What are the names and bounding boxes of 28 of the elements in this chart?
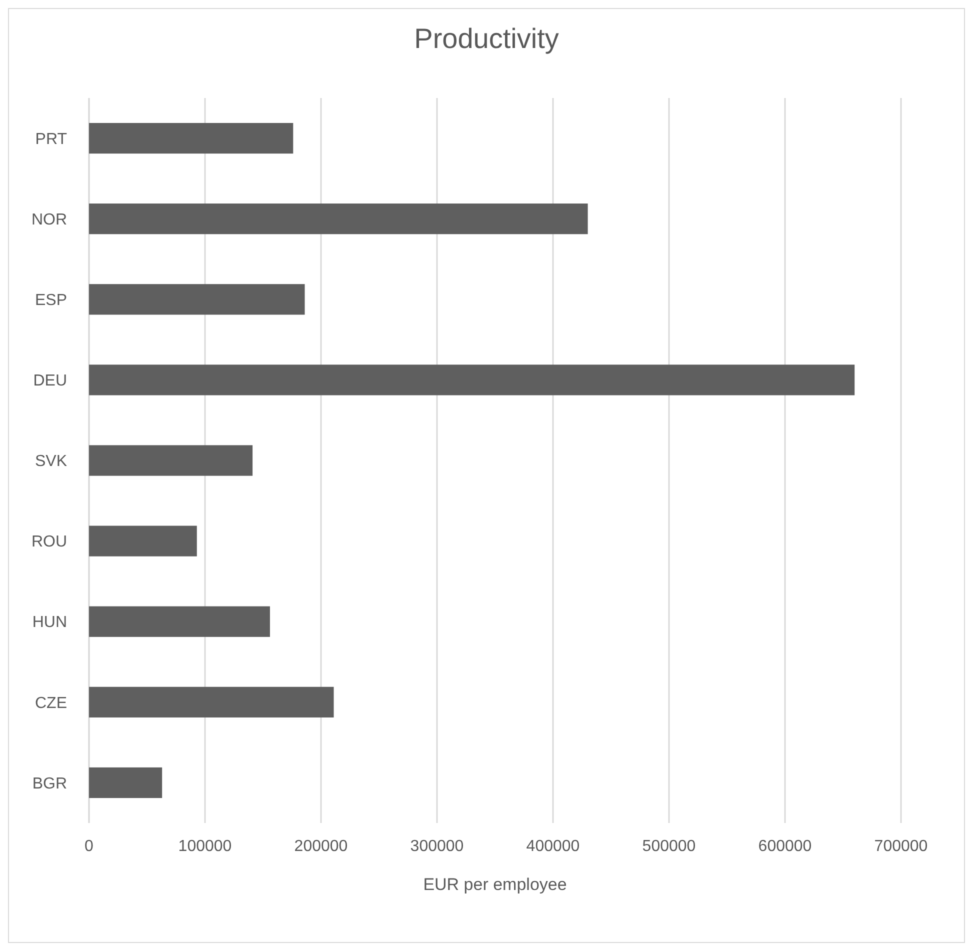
bar bbox=[89, 606, 270, 637]
x-tick-label: 500000 bbox=[642, 838, 696, 855]
x-tick-label: 700000 bbox=[874, 838, 928, 855]
y-tick-label: ESP bbox=[34, 292, 67, 309]
x-tick-label: 200000 bbox=[294, 838, 348, 855]
bar bbox=[89, 686, 334, 718]
y-tick-label: NOR bbox=[31, 211, 67, 228]
y-tick-label: HUN bbox=[32, 614, 67, 632]
y-tick-label: CZE bbox=[35, 694, 67, 712]
bar bbox=[89, 204, 588, 234]
y-tick-label: DEU bbox=[33, 372, 67, 390]
chart-title: Productivity bbox=[414, 23, 559, 54]
x-tick-label: 600000 bbox=[758, 838, 812, 855]
bar bbox=[89, 526, 197, 556]
bar bbox=[89, 767, 162, 798]
y-tick-label: BGR bbox=[32, 775, 67, 792]
y-tick-label: ROU bbox=[31, 534, 67, 551]
bar bbox=[89, 122, 294, 154]
x-tick-label: 300000 bbox=[410, 838, 464, 855]
x-axis-title: EUR per employee bbox=[423, 875, 567, 894]
bar bbox=[89, 445, 253, 476]
x-tick-label: 400000 bbox=[526, 838, 580, 855]
x-tick-label: 100000 bbox=[178, 838, 232, 855]
y-tick-label: PRT bbox=[35, 130, 68, 148]
bar bbox=[89, 284, 305, 315]
y-tick-label: SVK bbox=[34, 453, 68, 470]
x-tick-label: 0 bbox=[84, 838, 94, 855]
bar bbox=[89, 364, 855, 396]
